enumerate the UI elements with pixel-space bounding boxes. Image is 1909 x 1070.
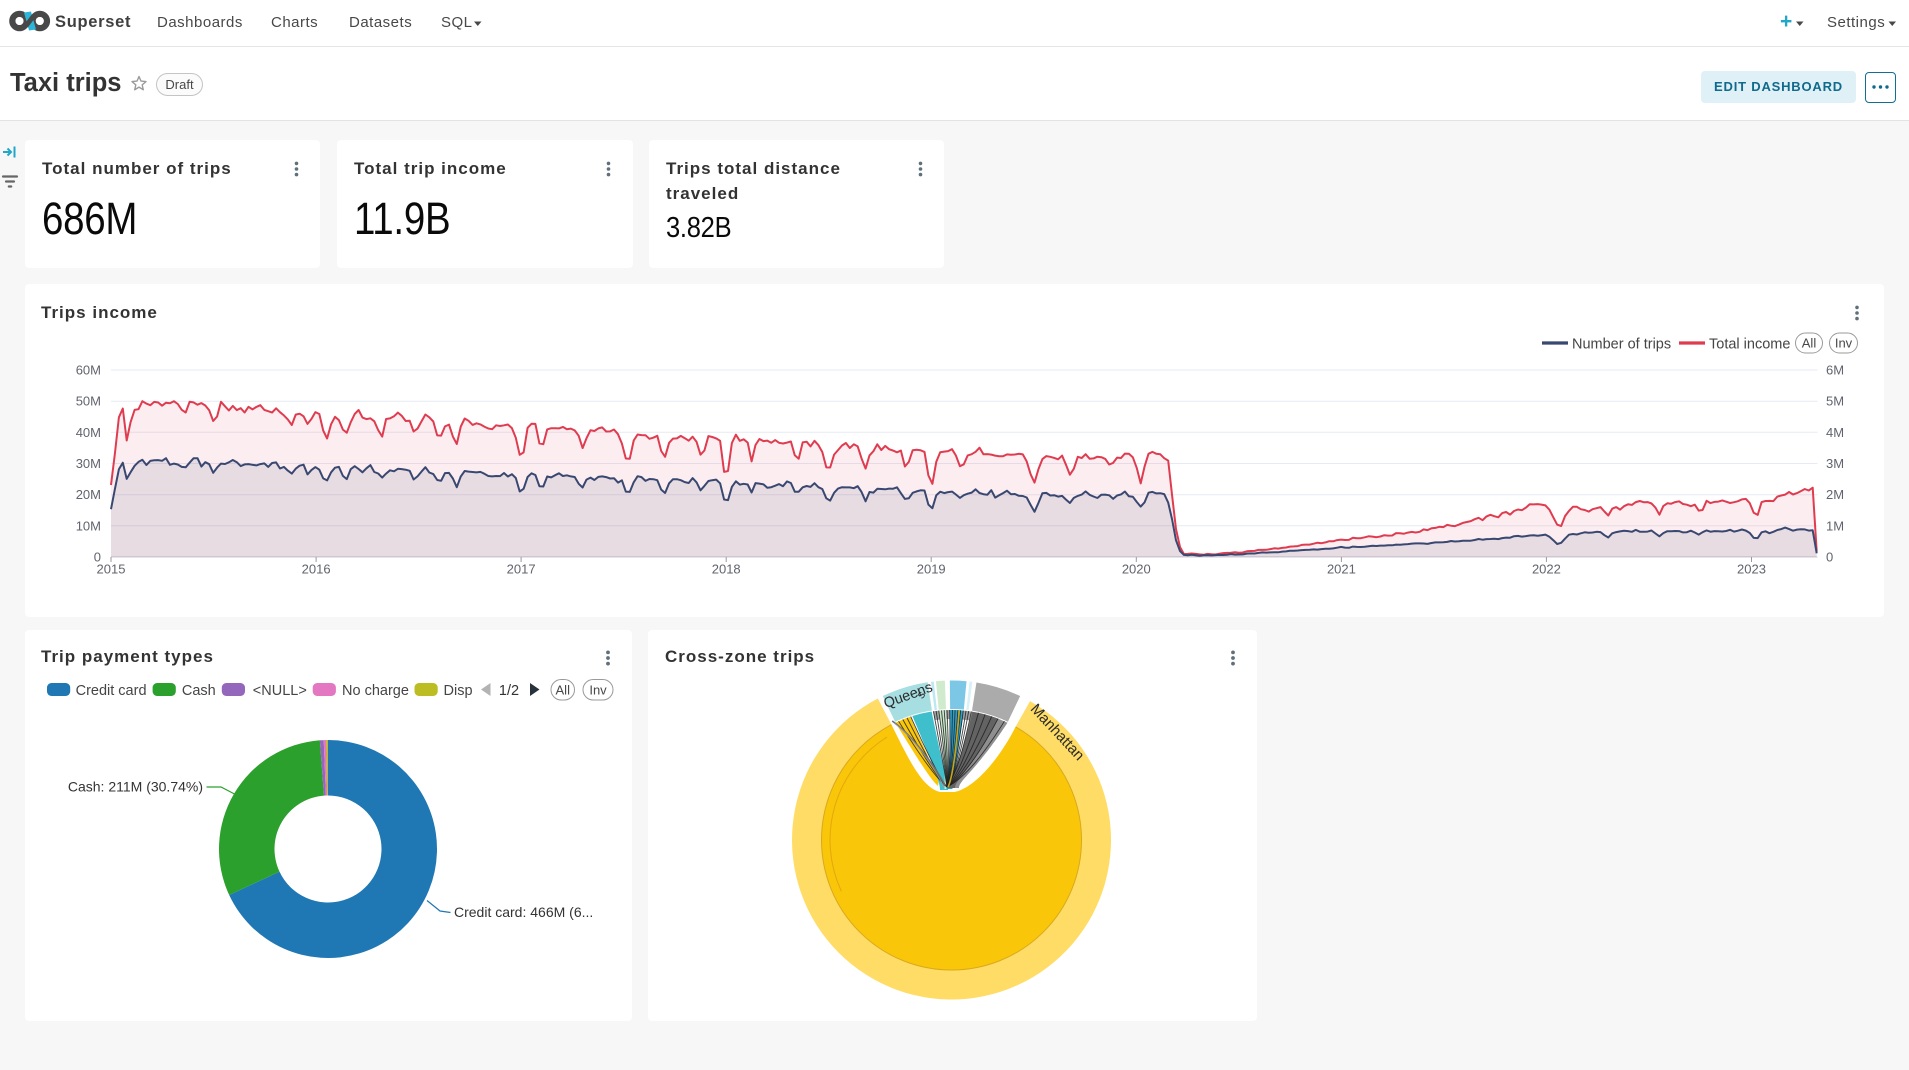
svg-text:50M: 50M xyxy=(76,394,101,409)
svg-text:Credit card: Credit card xyxy=(76,683,147,699)
svg-text:All: All xyxy=(1802,336,1817,351)
svg-text:Disp: Disp xyxy=(444,683,473,699)
svg-text:3M: 3M xyxy=(1826,456,1844,471)
svg-text:1/2: 1/2 xyxy=(499,683,519,699)
svg-text:Cash: 211M (30.74%): Cash: 211M (30.74%) xyxy=(68,779,203,795)
svg-text:2016: 2016 xyxy=(302,562,331,577)
svg-text:2018: 2018 xyxy=(712,562,741,577)
svg-text:2M: 2M xyxy=(1826,487,1844,502)
svg-text:40M: 40M xyxy=(76,425,101,440)
svg-text:1M: 1M xyxy=(1826,518,1844,533)
svg-text:20M: 20M xyxy=(76,487,101,502)
svg-text:5M: 5M xyxy=(1826,394,1844,409)
svg-text:0: 0 xyxy=(1826,550,1833,565)
svg-text:2019: 2019 xyxy=(917,562,946,577)
svg-text:Number of trips: Number of trips xyxy=(1572,337,1671,353)
svg-text:Inv: Inv xyxy=(1835,336,1853,351)
svg-text:2021: 2021 xyxy=(1327,562,1356,577)
svg-text:4M: 4M xyxy=(1826,425,1844,440)
svg-text:Inv: Inv xyxy=(589,682,607,697)
svg-text:Total income: Total income xyxy=(1709,337,1790,353)
svg-text:2017: 2017 xyxy=(507,562,536,577)
svg-text:30M: 30M xyxy=(76,456,101,471)
svg-text:No charge: No charge xyxy=(342,683,409,699)
svg-text:6M: 6M xyxy=(1826,363,1844,378)
svg-text:0: 0 xyxy=(94,550,101,565)
svg-text:2020: 2020 xyxy=(1122,562,1151,577)
svg-text:Credit card: 466M (6...: Credit card: 466M (6... xyxy=(454,904,593,920)
svg-text:2023: 2023 xyxy=(1737,562,1766,577)
svg-text:All: All xyxy=(556,682,571,697)
svg-text:60M: 60M xyxy=(76,363,101,378)
svg-text:2022: 2022 xyxy=(1532,562,1561,577)
svg-text:2015: 2015 xyxy=(97,562,126,577)
svg-text:<NULL>: <NULL> xyxy=(253,683,307,699)
svg-text:10M: 10M xyxy=(76,518,101,533)
svg-text:Cash: Cash xyxy=(182,683,216,699)
